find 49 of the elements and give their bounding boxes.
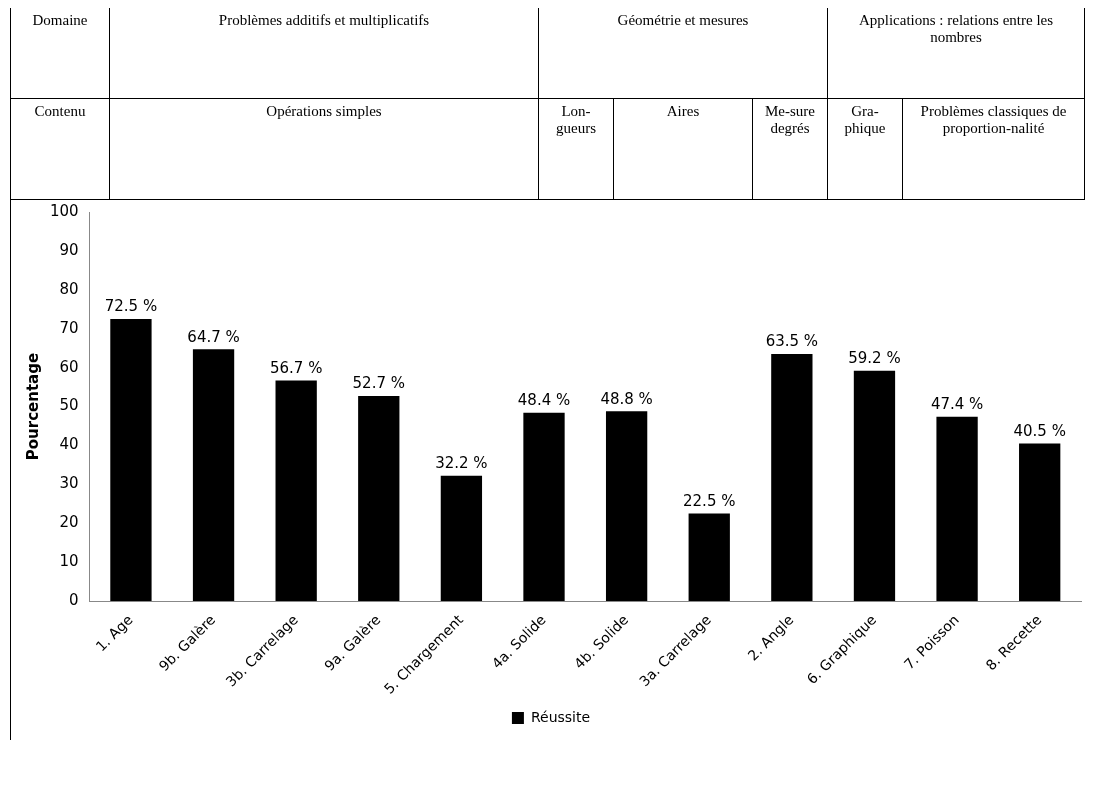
data-label: 48.4 % — [517, 391, 571, 410]
data-label: 59.2 % — [848, 349, 901, 368]
y-tick-label: 60 — [59, 357, 79, 376]
text: Géométrie et mesures — [538, 8, 828, 99]
bar — [440, 475, 483, 602]
y-tick-label: 50 — [59, 396, 79, 415]
bar — [110, 319, 152, 602]
y-tick-label: 80 — [59, 279, 79, 298]
x-tick-label: 1. Age — [92, 611, 136, 655]
bar — [358, 396, 400, 602]
data-label: 47.4 % — [930, 395, 984, 414]
data-label: 40.5 % — [1013, 421, 1066, 440]
data-label: 52.7 % — [352, 374, 405, 393]
text: Me-sure degrés — [752, 98, 828, 200]
data-label: 22.5 % — [683, 491, 736, 510]
data-label: 63.5 % — [765, 332, 819, 351]
y-axis-title: Pourcentage — [23, 352, 42, 461]
text: Domaine — [10, 8, 110, 99]
bar — [936, 416, 978, 602]
text: Gra-phique — [827, 98, 903, 200]
bar — [1019, 443, 1061, 602]
bar — [853, 370, 896, 602]
legend-label: Réussite — [530, 708, 591, 725]
text: Applications : relations entre les nombres — [827, 8, 1085, 99]
y-tick-label: 70 — [59, 318, 79, 337]
y-tick-label: 10 — [59, 552, 79, 571]
bar — [771, 354, 813, 602]
text: Problèmes classiques de proportion-nalité — [902, 98, 1085, 200]
data-label: 32.2 % — [435, 454, 488, 473]
text: Lon-gueurs — [538, 98, 614, 200]
bar — [605, 411, 648, 602]
bar — [688, 513, 730, 602]
data-label: 72.5 % — [104, 297, 158, 316]
y-tick-label: 30 — [59, 474, 79, 493]
text: Opérations simples — [109, 98, 539, 200]
y-tick-label: 100 — [49, 201, 79, 220]
data-label: 56.7 % — [269, 358, 323, 377]
text: Contenu — [10, 98, 110, 200]
y-tick-label: 20 — [59, 513, 79, 532]
data-label: 64.7 % — [187, 327, 240, 346]
text: Aires — [613, 98, 753, 200]
bar — [523, 412, 565, 602]
text: Problèmes additifs et multiplicatifs — [109, 8, 539, 99]
bar — [192, 349, 235, 602]
data-label: 48.8 % — [600, 389, 653, 408]
y-tick-label: 40 — [59, 435, 79, 454]
y-tick-label: 90 — [59, 240, 79, 259]
y-tick-label: 0 — [69, 591, 79, 610]
bar — [275, 380, 317, 602]
